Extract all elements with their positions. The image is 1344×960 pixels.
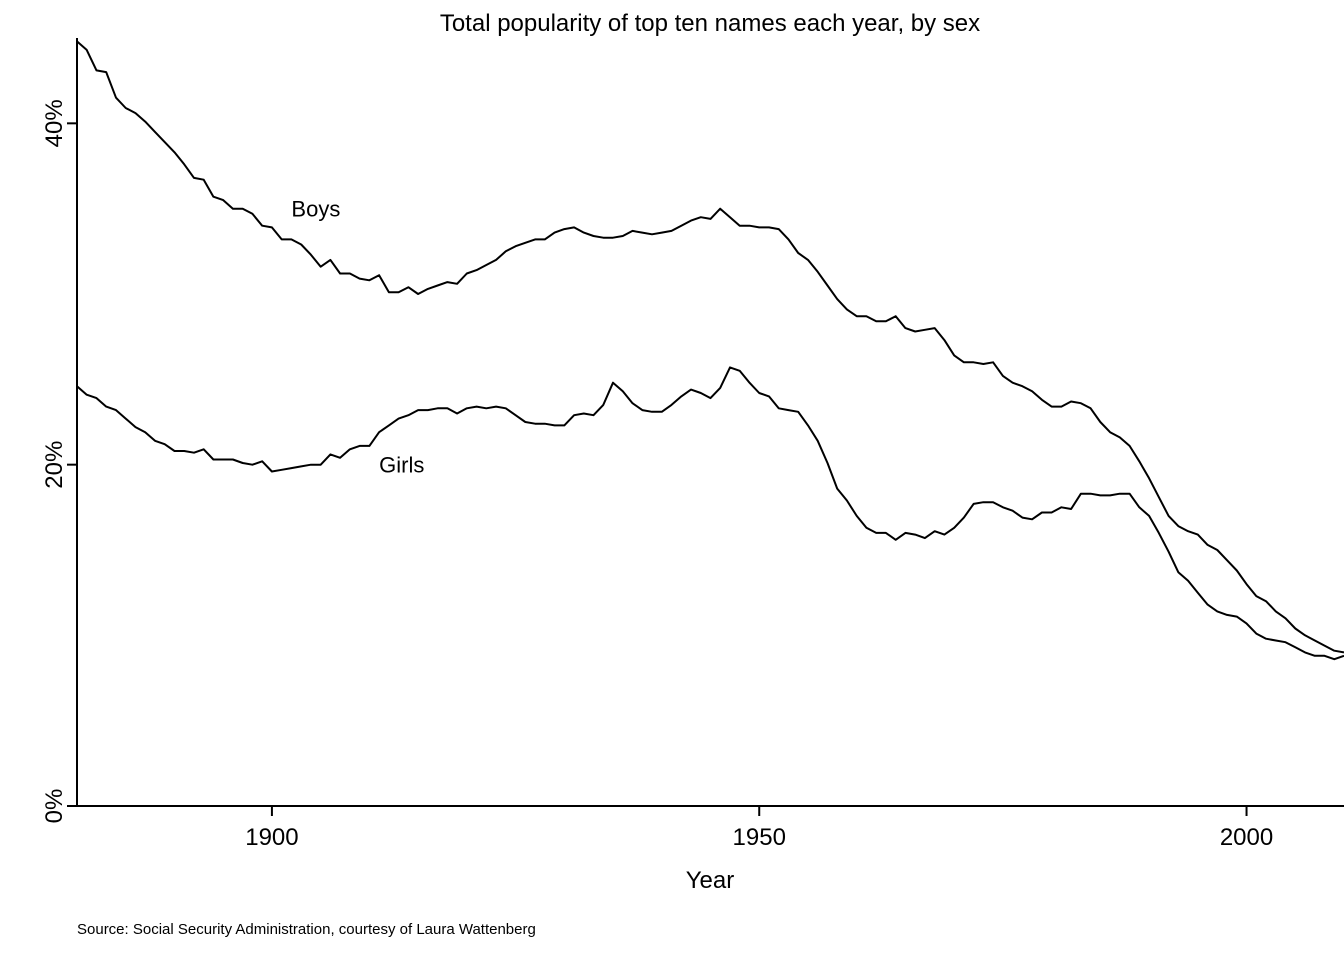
series-line-girls (76, 366, 1344, 661)
x-tick-label: 2000 (1220, 824, 1273, 851)
y-tick-label: 20% (41, 441, 68, 489)
y-tick-label: 40% (41, 99, 68, 147)
source-note: Source: Social Security Administration, … (77, 921, 536, 938)
series-line-boys (76, 40, 1344, 654)
series-annotations: Boys Girls (291, 197, 424, 478)
x-tick-label: 1950 (733, 824, 786, 851)
y-axis-ticks: 0% 20% 40% (41, 99, 77, 823)
y-tick-label: 0% (41, 789, 68, 824)
x-axis-label: Year (686, 867, 735, 894)
series-lines (76, 40, 1344, 661)
series-label-boys: Boys (291, 197, 340, 222)
x-tick-label: 1900 (245, 824, 298, 851)
x-axis-ticks: 1900 1950 2000 (245, 806, 1273, 851)
series-label-girls: Girls (379, 453, 424, 478)
chart-title: Total popularity of top ten names each y… (440, 10, 980, 37)
